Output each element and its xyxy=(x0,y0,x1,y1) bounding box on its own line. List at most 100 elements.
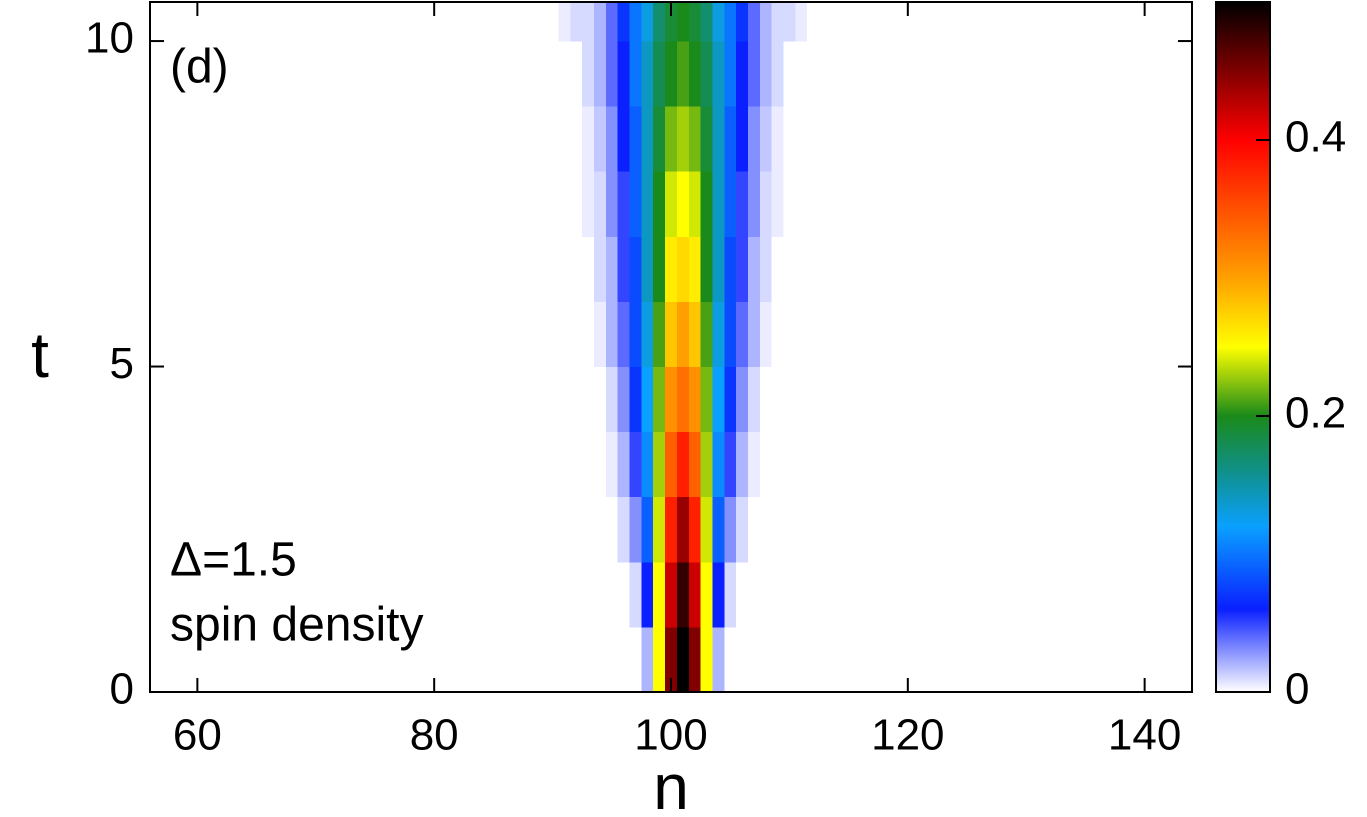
heat-cell xyxy=(688,41,702,107)
heat-cell xyxy=(700,236,713,302)
heat-cell xyxy=(736,171,749,237)
heat-cell xyxy=(558,431,571,498)
heat-cell xyxy=(700,301,713,368)
heat-cell xyxy=(594,301,607,368)
heat-cell xyxy=(641,2,654,42)
heat-cell xyxy=(700,171,713,237)
heat-cell xyxy=(724,366,737,433)
heat-cell xyxy=(783,431,796,498)
heat-cell xyxy=(617,431,631,498)
heat-cell xyxy=(665,561,678,628)
heat-cell xyxy=(629,2,642,42)
heat-cell xyxy=(724,41,737,107)
heat-cell xyxy=(700,496,713,563)
heat-cell xyxy=(783,301,796,368)
heat-cell xyxy=(747,496,761,563)
heat-cell xyxy=(582,236,595,302)
heat-cell xyxy=(771,41,784,107)
heat-cell xyxy=(605,561,619,628)
heat-cell xyxy=(759,431,773,498)
heat-cell xyxy=(688,2,702,42)
heat-cell xyxy=(783,106,796,172)
heat-cell xyxy=(795,41,808,107)
heat-cell xyxy=(653,626,666,692)
heat-cell xyxy=(546,431,560,498)
y-tick-label: 5 xyxy=(110,339,134,388)
heat-cell xyxy=(546,171,560,237)
heat-cell xyxy=(594,106,607,172)
heat-cell xyxy=(617,301,631,368)
heat-cell xyxy=(759,236,773,302)
heat-cell xyxy=(594,41,607,107)
heat-cell xyxy=(617,41,631,107)
heat-cell xyxy=(759,496,773,563)
heat-cell xyxy=(724,561,737,628)
heat-cell xyxy=(629,561,642,628)
y-axis-label: t xyxy=(31,319,49,391)
heat-cell xyxy=(629,171,642,237)
heat-cell xyxy=(700,561,713,628)
heat-cell xyxy=(807,171,820,237)
x-tick-label: 60 xyxy=(173,711,222,760)
heat-cell xyxy=(736,2,749,42)
heat-cell xyxy=(582,2,595,42)
heat-cell xyxy=(783,41,796,107)
heat-cell xyxy=(807,561,820,628)
heat-cell xyxy=(641,41,654,107)
heat-cell xyxy=(676,2,690,42)
heat-cell xyxy=(747,41,761,107)
annotation: spin density xyxy=(170,599,423,652)
heat-cell xyxy=(629,366,642,433)
heat-cell xyxy=(795,431,808,498)
heat-cell xyxy=(807,2,820,42)
heat-cell xyxy=(629,431,642,498)
heat-cell xyxy=(688,626,702,692)
heat-cell xyxy=(546,2,560,42)
heat-cell xyxy=(736,561,749,628)
heat-cell xyxy=(795,2,808,42)
heat-cell xyxy=(795,496,808,563)
colorbar xyxy=(1215,1,1271,693)
heat-cell xyxy=(546,106,560,172)
heat-cell xyxy=(759,106,773,172)
heat-cell xyxy=(688,301,702,368)
heat-cell xyxy=(570,106,583,172)
heat-cell xyxy=(688,496,702,563)
x-tick-label: 120 xyxy=(871,711,944,760)
heat-cell xyxy=(759,561,773,628)
heat-cell xyxy=(605,626,619,692)
heat-cell xyxy=(700,41,713,107)
heat-cell xyxy=(605,496,619,563)
heat-cell xyxy=(653,431,666,498)
heat-cell xyxy=(759,366,773,433)
heat-cell xyxy=(736,496,749,563)
heat-cell xyxy=(807,626,820,692)
heat-cell xyxy=(759,171,773,237)
heat-cell xyxy=(795,626,808,692)
heat-cell xyxy=(676,431,690,498)
heat-cell xyxy=(653,171,666,237)
heat-cell xyxy=(700,366,713,433)
colorbar-tick-label: 0.4 xyxy=(1285,113,1346,162)
heat-cell xyxy=(570,431,583,498)
heat-cell xyxy=(546,301,560,368)
heat-cell xyxy=(712,366,725,433)
heat-cell xyxy=(724,171,737,237)
heat-cell xyxy=(629,301,642,368)
heat-cell xyxy=(665,2,678,42)
heat-cell xyxy=(582,41,595,107)
heat-cell xyxy=(558,626,571,692)
heat-cell xyxy=(783,236,796,302)
heat-cell xyxy=(570,626,583,692)
heat-cell xyxy=(641,171,654,237)
heat-cell xyxy=(700,431,713,498)
heat-cell xyxy=(747,561,761,628)
heat-cell xyxy=(795,236,808,302)
heat-cell xyxy=(617,366,631,433)
heat-cell xyxy=(759,626,773,692)
heat-cell xyxy=(653,236,666,302)
heat-cell xyxy=(558,496,571,563)
heat-cell xyxy=(629,626,642,692)
heat-cell xyxy=(617,2,631,42)
